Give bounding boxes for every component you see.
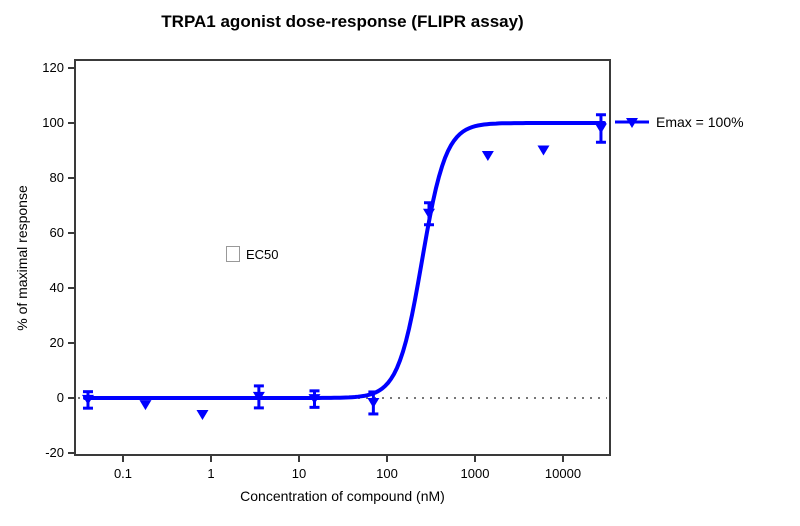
- ec50-annotation: EC50: [226, 246, 279, 262]
- y-tick-label: 120: [42, 60, 64, 75]
- x-tick-label: 0.1: [114, 466, 132, 481]
- data-point-marker: [537, 145, 550, 156]
- legend-marker-icon: [615, 118, 649, 128]
- data-point-marker: [308, 394, 321, 405]
- y-tick-label: 60: [50, 225, 64, 240]
- data-point-marker: [252, 391, 265, 402]
- legend: Emax = 100%: [614, 112, 744, 132]
- y-tick-label: 20: [50, 335, 64, 350]
- y-tick-label: 0: [57, 390, 64, 405]
- data-point-marker: [81, 394, 94, 405]
- data-point-marker: [481, 151, 494, 161]
- dose-response-curve: [83, 121, 606, 400]
- data-point-marker: [196, 410, 209, 421]
- y-tick-label: 100: [42, 115, 64, 130]
- ec50-annotation-label: EC50: [246, 246, 279, 262]
- y-tick-label: -20: [45, 445, 64, 460]
- legend-label: Emax = 100%: [656, 114, 744, 130]
- data-point-marker: [594, 123, 607, 134]
- data-point-marker: [139, 400, 152, 411]
- open-square-icon: [226, 246, 240, 262]
- y-tick-label: 80: [50, 170, 64, 185]
- data-point-marker: [367, 397, 380, 408]
- x-tick-label: 10000: [545, 466, 581, 481]
- plot-frame: [74, 59, 611, 456]
- x-tick-label: 10: [292, 466, 306, 481]
- y-tick-label: 40: [50, 280, 64, 295]
- x-axis-label: Concentration of compound (nM): [240, 488, 445, 504]
- data-point-marker: [422, 208, 435, 219]
- x-tick-label: 1000: [461, 466, 490, 481]
- chart-title: TRPA1 agonist dose-response (FLIPR assay…: [161, 12, 524, 31]
- x-tick-label: 100: [376, 466, 398, 481]
- x-tick-label: 1: [207, 466, 214, 481]
